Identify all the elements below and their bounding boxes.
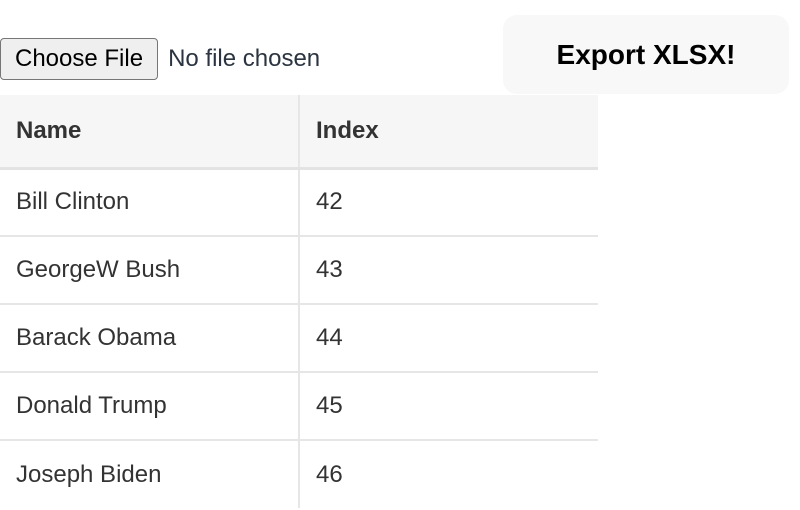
table-row: Joseph Biden 46 xyxy=(0,440,598,508)
cell-name: Barack Obama xyxy=(0,304,300,373)
presidents-table: Name Index Bill Clinton 42 GeorgeW Bush 43… xyxy=(0,95,598,508)
header-name: Name xyxy=(0,95,300,170)
cell-name: Donald Trump xyxy=(0,372,300,441)
table-row: Donald Trump 45 xyxy=(0,372,598,441)
export-xlsx-button[interactable]: Export XLSX! xyxy=(503,15,789,94)
table-row: Bill Clinton 42 xyxy=(0,168,598,237)
file-status: No file chosen xyxy=(168,45,321,72)
cell-name: Joseph Biden xyxy=(0,440,300,508)
header-index: Index xyxy=(299,95,598,170)
file-input[interactable]: Choose File No file chosen xyxy=(0,38,320,80)
cell-index: 44 xyxy=(299,304,598,373)
table-header-row: Name Index xyxy=(0,95,598,170)
choose-file-button[interactable]: Choose File xyxy=(0,38,159,80)
cell-index: 42 xyxy=(299,168,598,237)
cell-index: 45 xyxy=(299,372,598,441)
cell-index: 46 xyxy=(316,460,343,488)
cell-name: Bill Clinton xyxy=(0,168,300,237)
cell-index: 43 xyxy=(299,236,598,305)
table-row: GeorgeW Bush 43 xyxy=(0,236,598,305)
table-row: Barack Obama 44 xyxy=(0,304,598,373)
cell-name: GeorgeW Bush xyxy=(0,236,300,305)
